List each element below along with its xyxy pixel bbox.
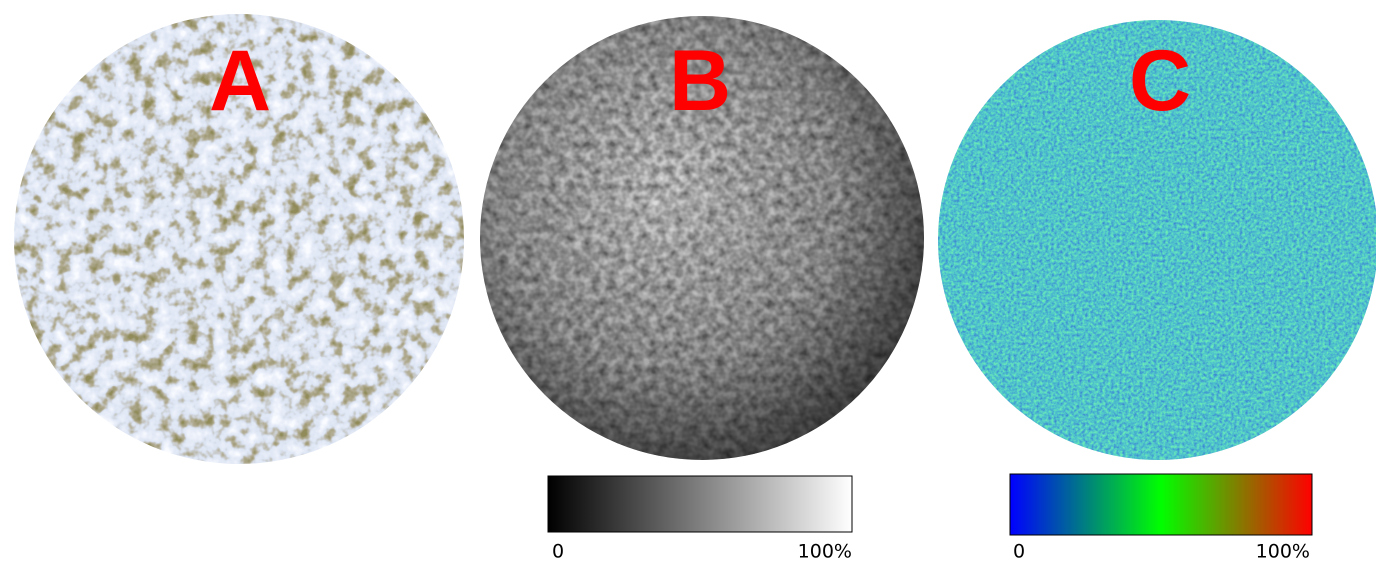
colorbar-max-label: 100%: [798, 541, 852, 562]
panel-a: A: [14, 14, 464, 464]
colorbar-min-label: 0: [552, 541, 564, 562]
colorbar-min-label: 0: [1013, 541, 1025, 562]
colorbar: [548, 476, 852, 532]
colorbar-max-label: 100%: [1256, 541, 1310, 562]
colorbar: [1010, 474, 1312, 535]
panel-b: B 0 100%: [480, 16, 924, 561]
panel-label: C: [1129, 33, 1191, 129]
panel-c: C 0 100%: [938, 20, 1376, 561]
panel-label: B: [669, 33, 731, 129]
panel-label: A: [209, 33, 271, 129]
figure: A B 0 100% C 0 100%: [0, 0, 1376, 561]
